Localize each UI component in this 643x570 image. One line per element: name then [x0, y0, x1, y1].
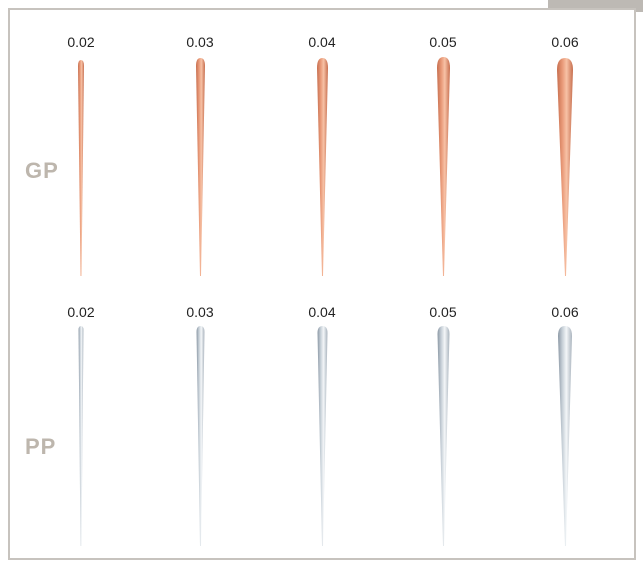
gp-needle-2	[196, 58, 205, 276]
pp-col-label-1: 0.02	[67, 304, 95, 320]
pp-needle-2	[196, 326, 205, 546]
gp-col-label-3: 0.04	[308, 34, 336, 50]
pp-panel: PP 0.02 0.03 0.04 0.05 0.06	[10, 300, 634, 558]
gp-needle-3	[317, 58, 328, 276]
gp-needle-4	[437, 57, 450, 276]
pp-col-label-3: 0.04	[308, 304, 336, 320]
gp-col-label-4: 0.05	[429, 34, 457, 50]
gp-needle-1	[78, 60, 84, 276]
gp-needle-5	[557, 58, 573, 276]
figure-frame: GP 0.02 0.03 0.04 0.05 0.06	[8, 8, 636, 560]
file-icon-gp	[78, 57, 573, 276]
pp-needle-3	[317, 326, 328, 546]
pp-needle-1	[78, 326, 84, 546]
gp-col-label-1: 0.02	[67, 34, 95, 50]
pp-col-label-5: 0.06	[551, 304, 579, 320]
gp-row-label: GP	[25, 158, 59, 183]
pp-col-label-2: 0.03	[186, 304, 214, 320]
pp-row-label: PP	[25, 434, 57, 459]
pp-needle-4	[437, 326, 450, 546]
gp-col-label-5: 0.06	[551, 34, 579, 50]
pp-needle-5	[558, 326, 572, 546]
pp-col-label-4: 0.05	[429, 304, 457, 320]
file-icon-pp	[78, 326, 572, 546]
gp-panel: GP 0.02 0.03 0.04 0.05 0.06	[10, 10, 634, 298]
gp-col-label-2: 0.03	[186, 34, 214, 50]
